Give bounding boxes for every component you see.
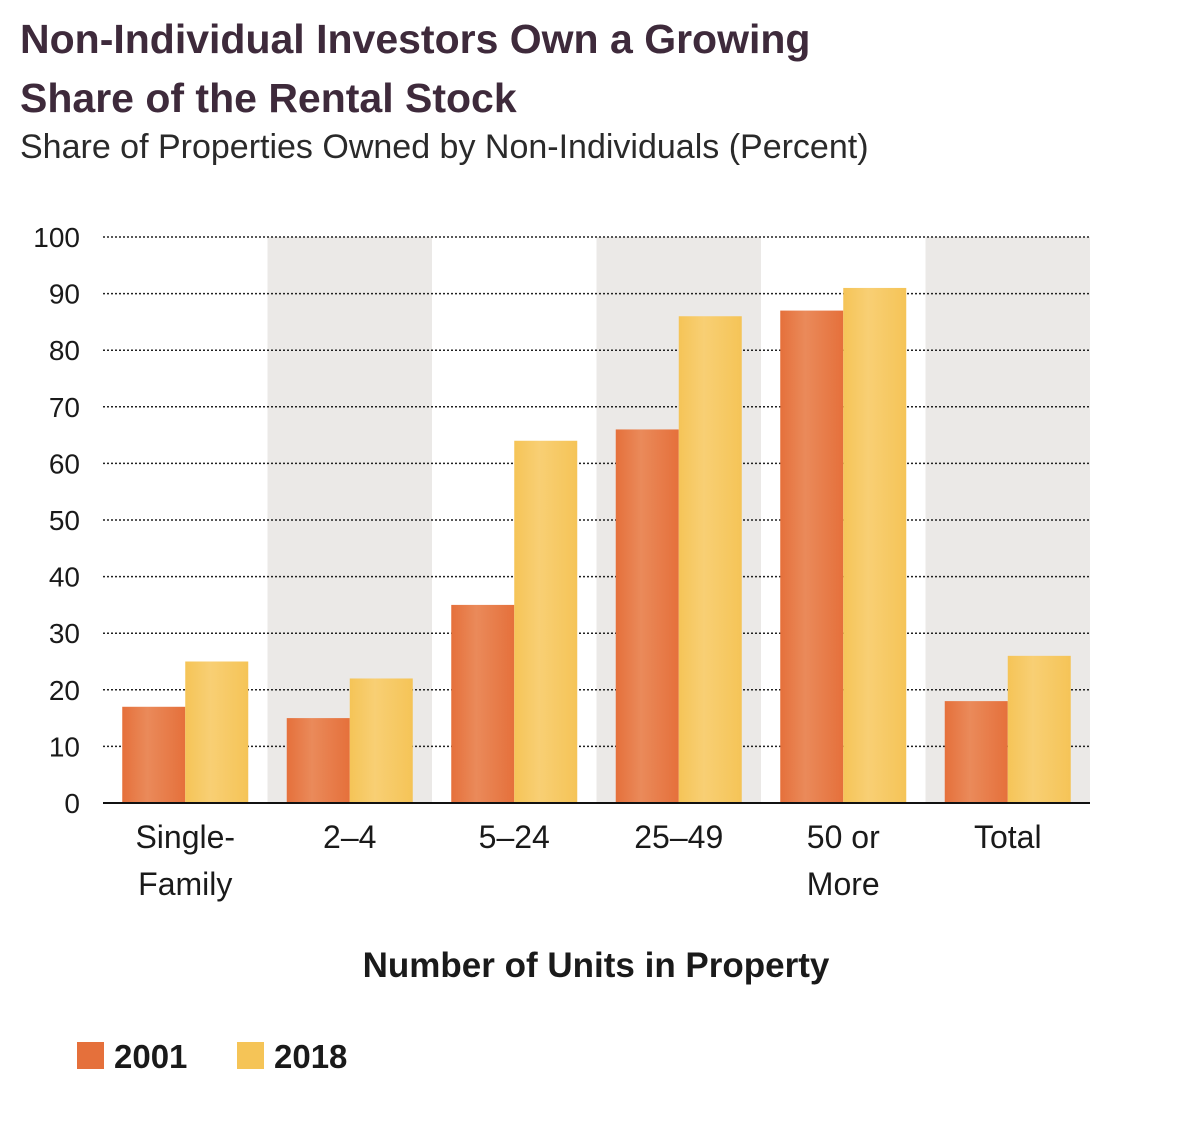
bar-2001-3 — [615, 429, 679, 803]
x-tick-label: Total — [974, 819, 1042, 855]
legend-swatch-2018 — [237, 1042, 264, 1069]
bar-2018-2 — [514, 440, 578, 803]
y-tick-label: 20 — [49, 675, 80, 706]
bar-2018-0 — [185, 661, 249, 803]
chart-title-line-1: Non-Individual Investors Own a Growing — [20, 16, 811, 62]
y-tick-label: 100 — [33, 222, 80, 253]
x-tick-label: 50 or — [807, 819, 880, 855]
x-tick-label: Single- — [135, 819, 235, 855]
legend-swatch-2001 — [77, 1042, 104, 1069]
y-tick-label: 50 — [49, 505, 80, 536]
y-tick-label: 80 — [49, 335, 80, 366]
x-tick-label: 25–49 — [634, 819, 723, 855]
bar-2001-5 — [944, 701, 1008, 803]
bar-2001-2 — [451, 604, 515, 803]
x-tick-label: 2–4 — [323, 819, 376, 855]
y-tick-label: 60 — [49, 448, 80, 479]
bar-2018-1 — [349, 678, 413, 803]
y-tick-label: 10 — [49, 731, 80, 762]
x-axis-label: Number of Units in Property — [363, 946, 830, 985]
chart-subtitle: Share of Properties Owned by Non-Individ… — [20, 128, 869, 166]
x-tick-label: More — [807, 866, 880, 902]
x-tick-label: Family — [138, 866, 232, 902]
bar-2018-5 — [1007, 655, 1071, 803]
bar-2018-4 — [843, 287, 907, 803]
legend-label-2001: 2001 — [114, 1038, 187, 1075]
y-tick-label: 0 — [64, 788, 80, 819]
bar-2001-4 — [780, 310, 844, 803]
bar-2001-0 — [122, 706, 186, 803]
y-tick-label: 90 — [49, 279, 80, 310]
y-tick-label: 40 — [49, 562, 80, 593]
chart-title-line-2: Share of the Rental Stock — [20, 75, 517, 121]
chart-title: Non-Individual Investors Own a Growing S… — [20, 10, 810, 128]
legend-label-2018: 2018 — [274, 1038, 347, 1075]
bar-2018-3 — [678, 316, 742, 803]
x-tick-label: 5–24 — [479, 819, 550, 855]
bar-2001-1 — [286, 718, 350, 803]
y-tick-label: 30 — [49, 618, 80, 649]
y-tick-label: 70 — [49, 392, 80, 423]
